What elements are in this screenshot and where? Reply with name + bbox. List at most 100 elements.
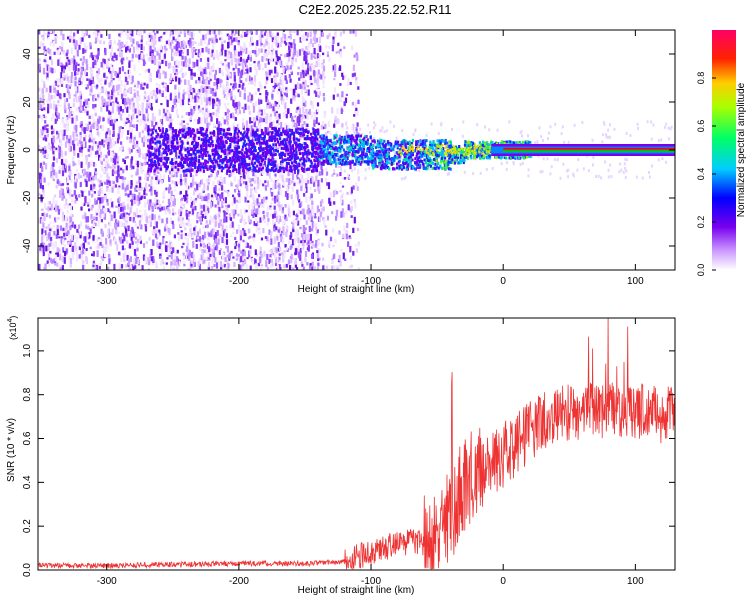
heatmap-cell	[227, 103, 230, 106]
heatmap-cell	[288, 30, 292, 35]
heatmap-cell	[83, 101, 86, 107]
heatmap-cell	[129, 87, 132, 93]
heatmap-cell	[222, 85, 225, 91]
heatmap-cell	[102, 158, 106, 162]
heatmap-cell	[317, 166, 320, 172]
heatmap-cell	[243, 256, 246, 263]
heatmap-cell	[109, 99, 112, 106]
heatmap-cell	[273, 223, 276, 228]
heatmap-cell	[165, 262, 168, 265]
heatmap-cell	[284, 204, 287, 208]
heatmap-cell	[300, 261, 303, 264]
heatmap-cell	[279, 260, 282, 263]
heatmap-cell	[133, 85, 137, 88]
heatmap-cell	[309, 238, 312, 245]
heatmap-cell	[207, 48, 210, 55]
heatmap-cell	[81, 78, 84, 81]
heatmap-cell	[163, 31, 166, 35]
heatmap-cell	[287, 170, 290, 177]
heatmap-cell	[338, 255, 341, 262]
heatmap-cell	[80, 106, 83, 111]
heatmap-cell	[241, 30, 244, 36]
heatmap-cell	[69, 39, 72, 43]
heatmap-cell	[152, 186, 155, 191]
heatmap-cell	[88, 121, 91, 125]
heatmap-cell	[329, 236, 333, 242]
heatmap-cell	[147, 35, 151, 42]
heatmap-cell	[208, 122, 211, 126]
heatmap-cell	[122, 30, 126, 33]
heatmap-cell	[55, 184, 58, 189]
heatmap-cell	[233, 248, 237, 251]
heatmap-cell	[207, 135, 210, 141]
heatmap-cell	[74, 182, 77, 189]
heatmap-cell	[309, 233, 312, 241]
heatmap-cell	[121, 176, 124, 180]
heatmap-cell	[198, 89, 201, 93]
heatmap-cell	[189, 196, 192, 202]
heatmap-cell	[160, 125, 163, 132]
heatmap-cell	[204, 112, 207, 118]
heatmap-cell	[122, 98, 125, 105]
heatmap-cell	[212, 112, 215, 116]
heatmap-cell	[67, 84, 70, 91]
heatmap-cell	[134, 241, 137, 244]
heatmap-cell	[78, 224, 81, 229]
heatmap-cell	[94, 164, 97, 167]
heatmap-cell	[71, 245, 74, 253]
heatmap-cell	[136, 140, 139, 145]
heatmap-cell	[108, 180, 111, 187]
heatmap-cell	[277, 178, 280, 184]
heatmap-cell	[496, 128, 499, 132]
heatmap-cell	[191, 52, 194, 59]
heatmap-cell	[253, 200, 256, 205]
heatmap-cell	[88, 115, 91, 119]
heatmap-cell	[50, 237, 53, 241]
heatmap-cell	[321, 32, 324, 37]
heatmap-cell	[65, 248, 68, 255]
heatmap-cell	[132, 233, 135, 238]
heatmap-cell	[47, 224, 50, 231]
heatmap-cell	[116, 105, 119, 112]
heatmap-cell	[175, 76, 178, 82]
heatmap-cell	[139, 182, 142, 188]
heatmap-cell	[129, 206, 132, 214]
heatmap-cell	[244, 60, 247, 66]
heatmap-cell	[255, 186, 258, 193]
heatmap-cell	[89, 91, 92, 94]
heatmap-cell	[403, 177, 406, 181]
heatmap-cell	[247, 95, 250, 102]
heatmap-cell	[500, 162, 503, 166]
heatmap-cell	[88, 208, 91, 212]
heatmap-cell	[102, 258, 105, 261]
heatmap-cell	[118, 146, 121, 152]
heatmap-cell	[264, 42, 267, 47]
heatmap-cell	[248, 177, 251, 182]
heatmap-cell	[319, 200, 323, 207]
heatmap-cell	[347, 77, 350, 83]
heatmap-cell	[166, 109, 169, 113]
heatmap-cell	[274, 173, 277, 177]
heatmap-cell	[294, 147, 297, 152]
heatmap-cell	[130, 238, 133, 244]
heatmap-cell	[232, 99, 235, 107]
heatmap-cell	[665, 122, 668, 126]
heatmap-cell	[168, 209, 171, 215]
heatmap-cell	[289, 34, 292, 39]
heatmap-cell	[147, 141, 150, 147]
heatmap-cell	[291, 122, 294, 128]
heatmap-cell	[354, 30, 357, 37]
heatmap-cell	[38, 46, 41, 49]
heatmap-cell	[107, 229, 110, 234]
heatmap-cell	[49, 85, 52, 93]
heatmap-cell	[181, 72, 184, 78]
heatmap-cell	[341, 199, 344, 206]
heatmap-cell	[115, 97, 118, 103]
heatmap-cell	[220, 31, 223, 35]
heatmap-cell	[128, 62, 131, 68]
heatmap-cell	[243, 92, 246, 100]
heatmap-cell	[238, 75, 242, 83]
heatmap-cell	[164, 141, 167, 145]
heatmap-cell	[204, 74, 207, 79]
heatmap-cell	[294, 248, 298, 255]
